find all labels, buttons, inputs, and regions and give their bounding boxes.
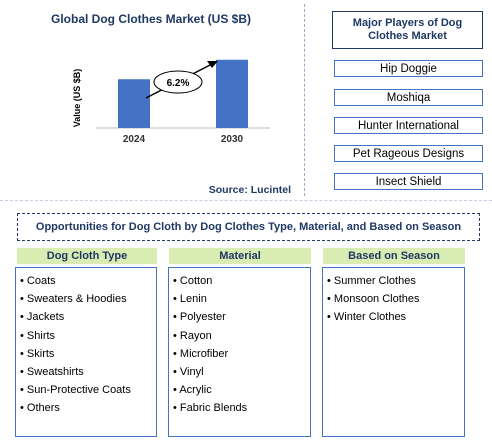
list-item: Summer Clothes — [327, 272, 464, 290]
column-list-type: Coats Sweaters & Hoodies Jackets Shirts … — [15, 267, 157, 437]
bar-chart: 2024 2030 Value (US $B) 6.2% Source: Lucinte… — [72, 59, 291, 196]
list-item: Sweatshirts — [20, 363, 156, 381]
list-item: Fabric Blends — [173, 399, 310, 417]
cagr-label: 6.2% — [167, 78, 190, 89]
list-item: Skirts — [20, 345, 156, 363]
x-tick-label: 2024 — [123, 134, 146, 145]
list-item: Vinyl — [173, 363, 310, 381]
list-item: Polyester — [173, 308, 310, 326]
list-item: Cotton — [173, 272, 310, 290]
x-tick-label: 2030 — [221, 134, 244, 145]
column-header-type: Dog Cloth Type — [17, 248, 157, 264]
list-item: Coats — [20, 272, 156, 290]
column-header-season: Based on Season — [323, 248, 465, 264]
bar-2030 — [216, 59, 248, 128]
opportunities-title: Opportunities for Dog Cloth by Dog Cloth… — [17, 213, 480, 241]
list-item: Acrylic — [173, 381, 310, 399]
player-item: Hip Doggie — [334, 60, 483, 77]
player-item: Insect Shield — [334, 173, 483, 190]
list-item: Shirts — [20, 327, 156, 345]
growth-arrow-head — [207, 61, 218, 68]
bar-2024 — [118, 79, 150, 128]
list-item: Rayon — [173, 327, 310, 345]
players-title: Major Players of Dog Clothes Market — [332, 11, 483, 49]
source-note: Source: Lucintel — [209, 184, 291, 196]
column-list-material: Cotton Lenin Polyester Rayon Microfiber … — [168, 267, 311, 437]
player-item: Pet Rageous Designs — [334, 145, 483, 162]
player-item: Hunter International — [334, 117, 483, 134]
chart-panel: Global Dog Clothes Market (US $B) 2024 20… — [0, 0, 302, 200]
chart-title: Global Dog Clothes Market (US $B) — [50, 12, 252, 26]
list-item: Jackets — [20, 308, 156, 326]
cagr-bubble — [153, 70, 203, 94]
vertical-divider — [304, 4, 305, 196]
list-item: Sun-Protective Coats — [20, 381, 156, 399]
list-item: Others — [20, 399, 156, 417]
horizontal-divider — [0, 200, 492, 201]
list-item: Winter Clothes — [327, 308, 464, 326]
list-item: Lenin — [173, 290, 310, 308]
player-item: Moshiqa — [334, 89, 483, 106]
column-list-season: Summer Clothes Monsoon Clothes Winter Cl… — [322, 267, 465, 437]
list-item: Monsoon Clothes — [327, 290, 464, 308]
list-item: Sweaters & Hoodies — [20, 290, 156, 308]
list-item: Microfiber — [173, 345, 310, 363]
y-axis-label: Value (US $B) — [72, 69, 82, 128]
column-header-material: Material — [169, 248, 311, 264]
